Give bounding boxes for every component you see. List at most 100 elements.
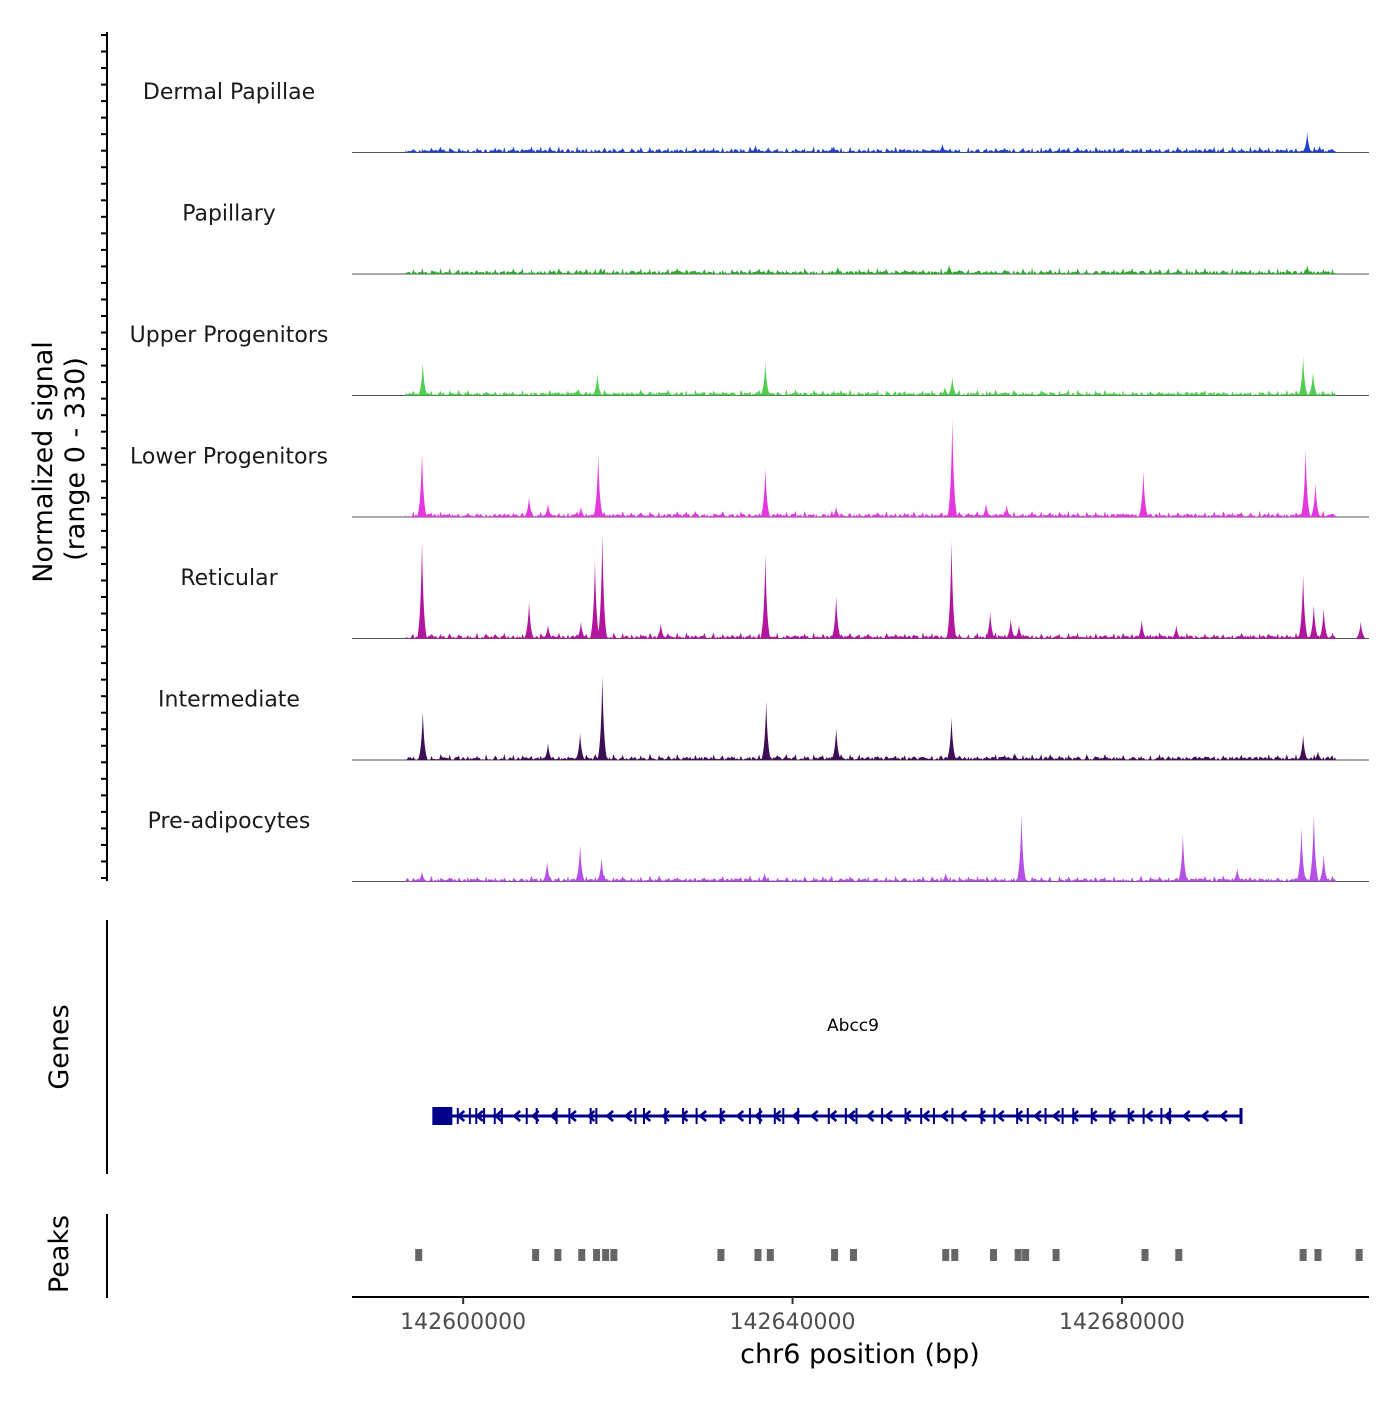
signal-peak	[1318, 854, 1329, 882]
peak-region	[831, 1249, 839, 1261]
signal-peak	[1300, 449, 1311, 517]
gene-strand-arrow	[716, 1110, 726, 1122]
signal-peak	[832, 266, 843, 274]
signal-noise-area	[405, 267, 1337, 274]
peak-region	[1175, 1249, 1183, 1261]
signal-axis-title: Normalized signal (range 0 - 330)	[28, 341, 91, 583]
signal-peak	[1312, 751, 1323, 760]
gene-strand-arrow	[1014, 1110, 1024, 1122]
peak-region	[1314, 1249, 1322, 1261]
x-tick-label: 142600000	[400, 1310, 526, 1335]
signal-peak	[828, 390, 839, 396]
signal-peak	[1310, 483, 1321, 517]
gene-strand-arrow	[1070, 1110, 1079, 1122]
track-label: Intermediate	[158, 688, 300, 713]
signal-peak	[946, 540, 957, 639]
signal-peak	[515, 272, 526, 274]
signal-peak	[1302, 132, 1313, 153]
signal-peak	[1314, 145, 1325, 153]
signal-peak	[542, 861, 553, 882]
signal-peak	[1075, 150, 1086, 153]
signal-peak	[416, 270, 427, 274]
gene-strand-arrow	[679, 1110, 689, 1122]
track-label: Upper Progenitors	[130, 323, 329, 348]
signal-peak	[1308, 371, 1319, 396]
signal-peak	[1171, 624, 1182, 639]
signal-peak	[1016, 813, 1027, 882]
signal-peak	[1298, 734, 1309, 760]
coverage-tracks: Dermal Papillae Papillary Upper Progenitor…	[130, 80, 1369, 882]
signal-peak	[573, 388, 584, 396]
signal-peak	[408, 149, 419, 153]
peak-region	[1052, 1249, 1060, 1261]
signal-peak	[1308, 604, 1319, 639]
peak-region	[1355, 1249, 1363, 1261]
signal-noise-area	[405, 389, 1337, 396]
signal-peak	[750, 145, 761, 153]
signal-peak	[542, 743, 553, 760]
x-tick-label: 142680000	[1059, 1310, 1185, 1335]
signal-peak	[947, 376, 958, 396]
gene-strand-arrow	[791, 1110, 800, 1122]
gene-strand-arrow	[567, 1110, 577, 1122]
signal-axis-title-line2: (range 0 - 330)	[60, 357, 91, 561]
peak-track	[415, 1249, 1363, 1261]
signal-peak	[592, 373, 603, 396]
gene-strand-arrow	[1200, 1110, 1210, 1122]
gene-strand-arrow	[1218, 1110, 1228, 1122]
gene-strand-arrow	[1181, 1110, 1191, 1122]
peak-region	[602, 1249, 610, 1261]
signal-peak	[985, 611, 996, 639]
gene-strand-arrow	[1051, 1110, 1061, 1122]
peak-region	[610, 1249, 618, 1261]
x-axis-title: chr6 position (bp)	[740, 1339, 980, 1370]
peak-region	[989, 1249, 997, 1261]
gene-strand-arrow	[1125, 1110, 1135, 1122]
signal-peak	[417, 363, 428, 396]
peak-region	[1022, 1249, 1030, 1261]
track-pre-adipocytes: Pre-adipocytes	[148, 809, 1369, 882]
gene-strand-arrow	[456, 1110, 466, 1122]
signal-noise-area	[405, 146, 1337, 153]
track-label: Lower Progenitors	[130, 445, 328, 470]
signal-axis-ticks	[101, 34, 107, 879]
gene-strand-arrow	[660, 1110, 670, 1122]
signal-peak	[575, 621, 586, 639]
track-dermal-papillae: Dermal Papillae	[143, 80, 1369, 153]
signal-peak	[1138, 471, 1149, 517]
signal-peak	[417, 711, 428, 760]
gene-strand-arrow	[623, 1110, 633, 1122]
signal-peak	[940, 873, 951, 882]
signal-peak	[542, 503, 553, 517]
signal-peak	[1298, 574, 1309, 639]
signal-peak	[985, 392, 996, 396]
signal-peak	[828, 146, 839, 153]
gene-strand-arrow	[642, 1110, 652, 1122]
track-reticular: Reticular	[180, 533, 1369, 639]
x-tick-label: 142640000	[730, 1310, 856, 1335]
signal-peak	[597, 675, 608, 760]
gene-strand-arrow	[530, 1110, 540, 1122]
gene-strand-arrow	[698, 1110, 707, 1122]
gene-strand-arrow	[735, 1110, 745, 1122]
peak-region	[766, 1249, 774, 1261]
gene-strand-arrow	[921, 1110, 931, 1122]
signal-peak	[760, 468, 771, 517]
peak-region	[717, 1249, 725, 1261]
signal-peak	[1302, 265, 1313, 274]
signal-peak	[1005, 618, 1016, 639]
signal-peak	[1136, 619, 1147, 639]
peak-region	[942, 1249, 950, 1261]
signal-peak	[589, 560, 600, 639]
signal-peak	[595, 267, 606, 274]
signal-peak	[1296, 827, 1307, 882]
signal-peak	[831, 506, 842, 517]
signal-peak	[524, 496, 535, 517]
signal-peak	[1232, 867, 1243, 882]
signal-peak	[758, 270, 769, 274]
signal-peak	[1318, 608, 1329, 639]
signal-peak	[937, 144, 948, 153]
track-intermediate: Intermediate	[158, 675, 1369, 761]
gene-strand-arrow	[512, 1110, 521, 1122]
